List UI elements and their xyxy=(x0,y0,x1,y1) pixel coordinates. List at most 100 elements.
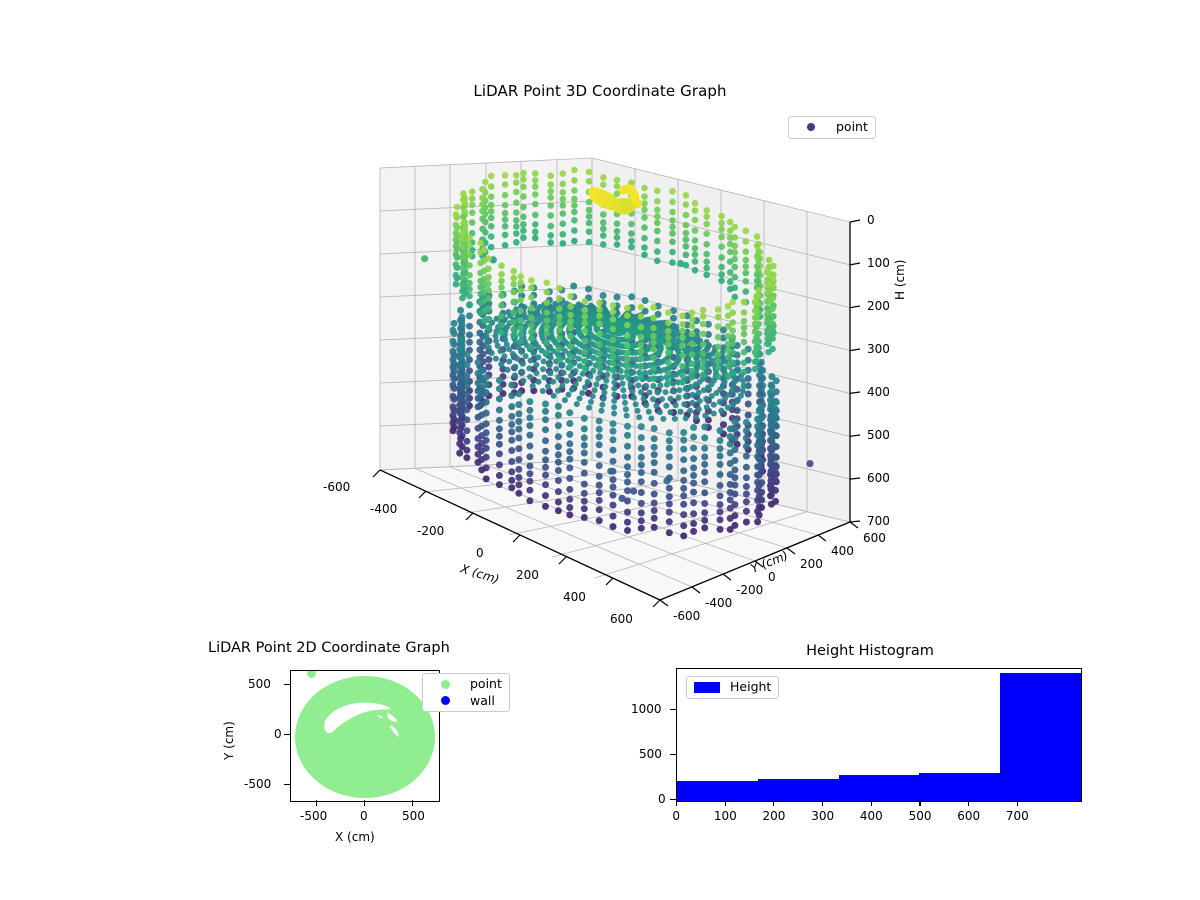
lidar-2d-scatter-panel[interactable]: LiDAR Point 2D Coordinate Graph 500 0 -5… xyxy=(200,640,540,870)
point-3d xyxy=(540,366,547,373)
point-3d xyxy=(753,263,761,270)
point-3d xyxy=(742,269,750,277)
point-3d xyxy=(650,523,658,531)
point-3d xyxy=(650,345,657,353)
point-3d xyxy=(632,376,639,382)
plot2d-legend[interactable]: point wall xyxy=(422,673,510,712)
point-3d xyxy=(680,532,688,540)
point-3d xyxy=(665,370,672,377)
point-3d xyxy=(618,494,626,502)
point-3d xyxy=(742,418,750,426)
point-3d xyxy=(703,258,710,265)
point-3d xyxy=(680,445,688,453)
point-3d xyxy=(682,415,689,422)
point-3d xyxy=(704,320,712,328)
point-3d xyxy=(691,245,699,252)
hist-legend[interactable]: Height xyxy=(686,676,780,699)
legend-entry-point[interactable]: point xyxy=(796,120,868,134)
point-3d xyxy=(699,320,707,328)
point-3d xyxy=(517,273,524,280)
point-3d xyxy=(680,500,688,508)
point-3d xyxy=(729,319,736,326)
point-3d xyxy=(474,435,482,442)
point-3d xyxy=(675,394,682,401)
point-3d xyxy=(466,251,473,259)
point-3d xyxy=(573,401,580,408)
ticklabel2d-y-500: 500 xyxy=(248,677,271,691)
point-3d xyxy=(510,288,517,296)
point-3d xyxy=(495,472,503,479)
point-3d xyxy=(699,341,707,348)
point-3d xyxy=(508,403,516,411)
point-3d xyxy=(657,382,664,389)
point-3d xyxy=(696,398,703,404)
point-3d xyxy=(654,187,661,195)
point-3d xyxy=(624,487,631,495)
plot3d-canvas xyxy=(372,157,861,608)
point-3d xyxy=(456,345,464,353)
point-3d xyxy=(716,482,724,489)
point-3d xyxy=(459,287,466,295)
legend-entry-height[interactable]: Height xyxy=(694,680,771,694)
point-3d xyxy=(622,399,628,406)
point-3d xyxy=(718,226,725,233)
point-3d xyxy=(718,219,725,227)
tickhist-y-1000 xyxy=(670,709,676,711)
tick-z-400: 400 xyxy=(867,385,890,399)
point-3d xyxy=(508,392,516,400)
lidar-3d-scatter-plot[interactable]: -600 -400 -200 0 200 400 600 X (cm) -600… xyxy=(323,130,970,630)
point-3d xyxy=(744,382,752,390)
point-3d xyxy=(729,359,736,366)
point-3d xyxy=(449,403,457,411)
point-3d xyxy=(449,371,457,379)
point-3d xyxy=(701,460,709,468)
point-3d xyxy=(705,353,712,360)
point-3d xyxy=(556,335,563,342)
point-3d xyxy=(710,410,717,417)
point-3d xyxy=(755,286,763,294)
point-3d xyxy=(510,309,517,316)
point-3d xyxy=(637,499,645,507)
height-histogram-panel[interactable]: Height Histogram 0 500 1000 0 100 200 300 40… xyxy=(620,640,1120,860)
point-3d xyxy=(650,324,657,332)
ticklabelhist-x-100: 100 xyxy=(713,809,737,823)
plot2d-axes[interactable] xyxy=(290,670,440,802)
point-3d xyxy=(528,294,535,301)
point-3d xyxy=(580,469,588,477)
legend-entry-wall-2d[interactable]: wall xyxy=(430,694,502,708)
point-3d xyxy=(650,490,658,498)
legend-entry-point-2d[interactable]: point xyxy=(430,677,502,691)
point-3d xyxy=(566,440,574,448)
point-3d xyxy=(542,407,549,415)
point-3d xyxy=(754,486,762,494)
point-3d xyxy=(529,383,536,389)
point-3d xyxy=(718,254,725,261)
point-3d xyxy=(581,313,589,320)
point-3d xyxy=(526,477,534,485)
point-3d xyxy=(708,393,715,399)
point-3d xyxy=(726,449,734,457)
point-3d xyxy=(513,217,520,224)
tickhist-x-500 xyxy=(919,800,921,806)
point-3d xyxy=(714,343,722,351)
point-3d xyxy=(744,390,752,398)
plot3d-legend[interactable]: point xyxy=(788,116,876,139)
ticklabelhist-x-0: 0 xyxy=(672,809,681,823)
point-3d xyxy=(554,351,561,358)
point-3d xyxy=(611,373,618,380)
point-3d xyxy=(665,453,673,461)
point-3d xyxy=(726,425,734,433)
point-3d xyxy=(742,490,750,498)
point-3d xyxy=(772,377,780,385)
point-3d xyxy=(654,198,661,205)
point-3d xyxy=(495,395,503,403)
point-3d xyxy=(692,381,699,388)
point-3d xyxy=(665,334,672,341)
point-3d xyxy=(731,263,739,271)
point-3d xyxy=(477,309,484,317)
point-3d xyxy=(660,415,667,422)
point-3d xyxy=(545,388,553,395)
hist-bar xyxy=(919,773,1001,801)
point-3d xyxy=(487,243,495,251)
point-3d xyxy=(665,484,673,492)
